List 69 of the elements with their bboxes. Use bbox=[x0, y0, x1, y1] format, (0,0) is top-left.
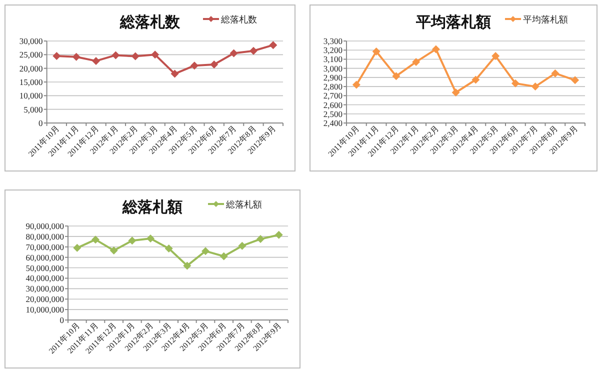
point bbox=[372, 47, 380, 56]
point bbox=[432, 45, 440, 54]
y-tick-label: 2,600 bbox=[323, 100, 342, 110]
y-tick-label: 3,200 bbox=[323, 45, 342, 56]
point bbox=[492, 52, 500, 60]
point bbox=[52, 52, 61, 60]
point bbox=[238, 242, 246, 250]
point bbox=[151, 50, 160, 59]
point bbox=[112, 51, 120, 60]
y-tick-label: 40,000,000 bbox=[26, 273, 64, 284]
point bbox=[531, 82, 540, 91]
point bbox=[392, 72, 400, 80]
point bbox=[352, 80, 360, 89]
chart-title: 平均落札額 bbox=[415, 14, 491, 31]
point bbox=[164, 244, 173, 252]
point bbox=[72, 52, 80, 61]
point bbox=[269, 41, 278, 50]
y-tick-label: 25,000 bbox=[19, 50, 43, 60]
y-tick-label: 70,000,000 bbox=[26, 242, 64, 252]
y-tick-label: 90,000,000 bbox=[26, 221, 64, 231]
y-tick-label: 2,800 bbox=[323, 82, 342, 92]
y-tick-label: 3,000 bbox=[323, 63, 342, 74]
point bbox=[412, 58, 420, 66]
y-tick-label: 10,000 bbox=[19, 90, 43, 101]
y-tick-label: 3,100 bbox=[323, 54, 342, 64]
point bbox=[146, 234, 154, 243]
point bbox=[256, 235, 264, 244]
point bbox=[452, 88, 460, 96]
point bbox=[551, 69, 560, 78]
chart-title: 総落札額 bbox=[122, 199, 182, 216]
y-tick-label: 5,000 bbox=[24, 104, 43, 114]
y-tick-label: 20,000 bbox=[19, 63, 43, 74]
point bbox=[202, 247, 210, 256]
point bbox=[190, 62, 198, 70]
point bbox=[92, 56, 100, 65]
point bbox=[183, 262, 192, 270]
point bbox=[511, 79, 520, 88]
y-tick-label: 20,000,000 bbox=[26, 294, 64, 304]
point bbox=[170, 70, 179, 78]
point bbox=[274, 230, 283, 239]
y-tick-label: 15,000 bbox=[19, 77, 43, 87]
y-tick-label: 30,000 bbox=[19, 36, 43, 46]
legend-label: 総落札数 bbox=[220, 14, 257, 26]
legend-label: 総落札額 bbox=[225, 200, 262, 210]
y-tick-label: 2,500 bbox=[323, 108, 342, 119]
point bbox=[128, 236, 136, 245]
y-tick-label: 3,300 bbox=[323, 36, 342, 46]
point bbox=[571, 76, 580, 84]
point bbox=[230, 49, 238, 58]
y-tick-label: 0 bbox=[60, 315, 64, 325]
point bbox=[220, 252, 228, 260]
point bbox=[92, 236, 100, 244]
y-tick-label: 10,000,000 bbox=[26, 304, 64, 315]
point bbox=[249, 46, 258, 55]
y-tick-label: 0 bbox=[38, 118, 43, 128]
y-tick-label: 2,900 bbox=[323, 72, 342, 82]
point bbox=[210, 60, 218, 69]
y-tick-label: 80,000,000 bbox=[26, 231, 64, 242]
y-tick-label: 30,000,000 bbox=[26, 284, 64, 294]
legend-label: 平均落札額 bbox=[523, 14, 568, 26]
y-tick-label: 2,400 bbox=[323, 118, 342, 128]
y-tick-label: 60,000,000 bbox=[26, 252, 64, 262]
point bbox=[73, 244, 82, 252]
y-tick-label: 50,000,000 bbox=[26, 262, 64, 273]
point bbox=[110, 246, 118, 255]
y-tick-label: 2,700 bbox=[323, 90, 342, 101]
chart-title: 総落札数 bbox=[119, 14, 181, 31]
point bbox=[472, 76, 480, 84]
point bbox=[131, 52, 140, 60]
